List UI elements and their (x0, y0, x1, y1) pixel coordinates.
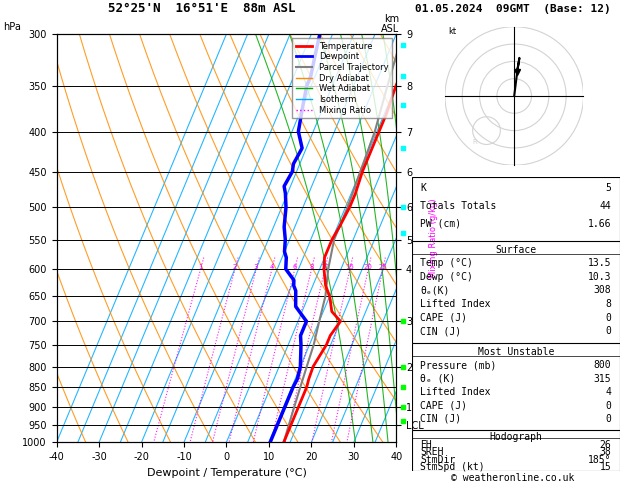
Text: 315: 315 (594, 374, 611, 383)
Legend: Temperature, Dewpoint, Parcel Trajectory, Dry Adiabat, Wet Adiabat, Isotherm, Mi: Temperature, Dewpoint, Parcel Trajectory… (292, 38, 392, 118)
Text: 8: 8 (309, 264, 314, 270)
Text: 26: 26 (599, 440, 611, 450)
Text: 15: 15 (599, 462, 611, 472)
Text: θₑ (K): θₑ (K) (420, 374, 455, 383)
Text: Lifted Index: Lifted Index (420, 299, 491, 309)
Text: 10: 10 (320, 264, 329, 270)
Text: 0: 0 (605, 312, 611, 323)
Text: 4: 4 (270, 264, 274, 270)
Text: 44: 44 (599, 201, 611, 211)
Text: 4: 4 (605, 387, 611, 397)
Text: 01.05.2024  09GMT  (Base: 12): 01.05.2024 09GMT (Base: 12) (415, 4, 611, 14)
Text: Pressure (mb): Pressure (mb) (420, 360, 497, 370)
Text: 0: 0 (605, 400, 611, 411)
Text: R: R (472, 139, 477, 145)
Text: 308: 308 (594, 285, 611, 295)
Text: Most Unstable: Most Unstable (477, 347, 554, 357)
Text: 13.5: 13.5 (587, 258, 611, 268)
Text: 38: 38 (599, 448, 611, 457)
Text: Lifted Index: Lifted Index (420, 387, 491, 397)
Text: 2: 2 (233, 264, 237, 270)
Text: StmDir: StmDir (420, 455, 455, 465)
Y-axis label: Mixing Ratio (g/kg): Mixing Ratio (g/kg) (430, 198, 438, 278)
Text: 3: 3 (254, 264, 259, 270)
Text: 10.3: 10.3 (587, 272, 611, 282)
Text: CAPE (J): CAPE (J) (420, 312, 467, 323)
Text: Dewp (°C): Dewp (°C) (420, 272, 473, 282)
Text: 5: 5 (605, 183, 611, 193)
Text: PW (cm): PW (cm) (420, 219, 462, 229)
Text: 20: 20 (364, 264, 372, 270)
Text: 15: 15 (345, 264, 354, 270)
Text: Surface: Surface (495, 244, 537, 255)
Text: 25: 25 (379, 264, 387, 270)
Text: hPa: hPa (3, 22, 21, 32)
Text: StmSpd (kt): StmSpd (kt) (420, 462, 485, 472)
Text: EH: EH (420, 440, 432, 450)
Text: 1: 1 (198, 264, 203, 270)
Text: CIN (J): CIN (J) (420, 326, 462, 336)
Text: Totals Totals: Totals Totals (420, 201, 497, 211)
Text: 8: 8 (605, 299, 611, 309)
Text: © weatheronline.co.uk: © weatheronline.co.uk (451, 473, 574, 483)
Text: K: K (420, 183, 426, 193)
Text: kt: kt (448, 27, 457, 35)
Text: 800: 800 (594, 360, 611, 370)
Text: ASL: ASL (381, 24, 399, 34)
Text: km: km (384, 14, 399, 24)
X-axis label: Dewpoint / Temperature (°C): Dewpoint / Temperature (°C) (147, 468, 306, 478)
Text: 0: 0 (605, 326, 611, 336)
Text: CIN (J): CIN (J) (420, 414, 462, 424)
Text: SREH: SREH (420, 448, 444, 457)
Text: Temp (°C): Temp (°C) (420, 258, 473, 268)
Text: 1.66: 1.66 (587, 219, 611, 229)
Text: θₑ(K): θₑ(K) (420, 285, 450, 295)
Text: 0: 0 (605, 414, 611, 424)
Text: Hodograph: Hodograph (489, 433, 542, 442)
Text: 185°: 185° (587, 455, 611, 465)
Text: 6: 6 (292, 264, 297, 270)
Text: CAPE (J): CAPE (J) (420, 400, 467, 411)
Text: 52°25'N  16°51'E  88m ASL: 52°25'N 16°51'E 88m ASL (108, 2, 295, 15)
